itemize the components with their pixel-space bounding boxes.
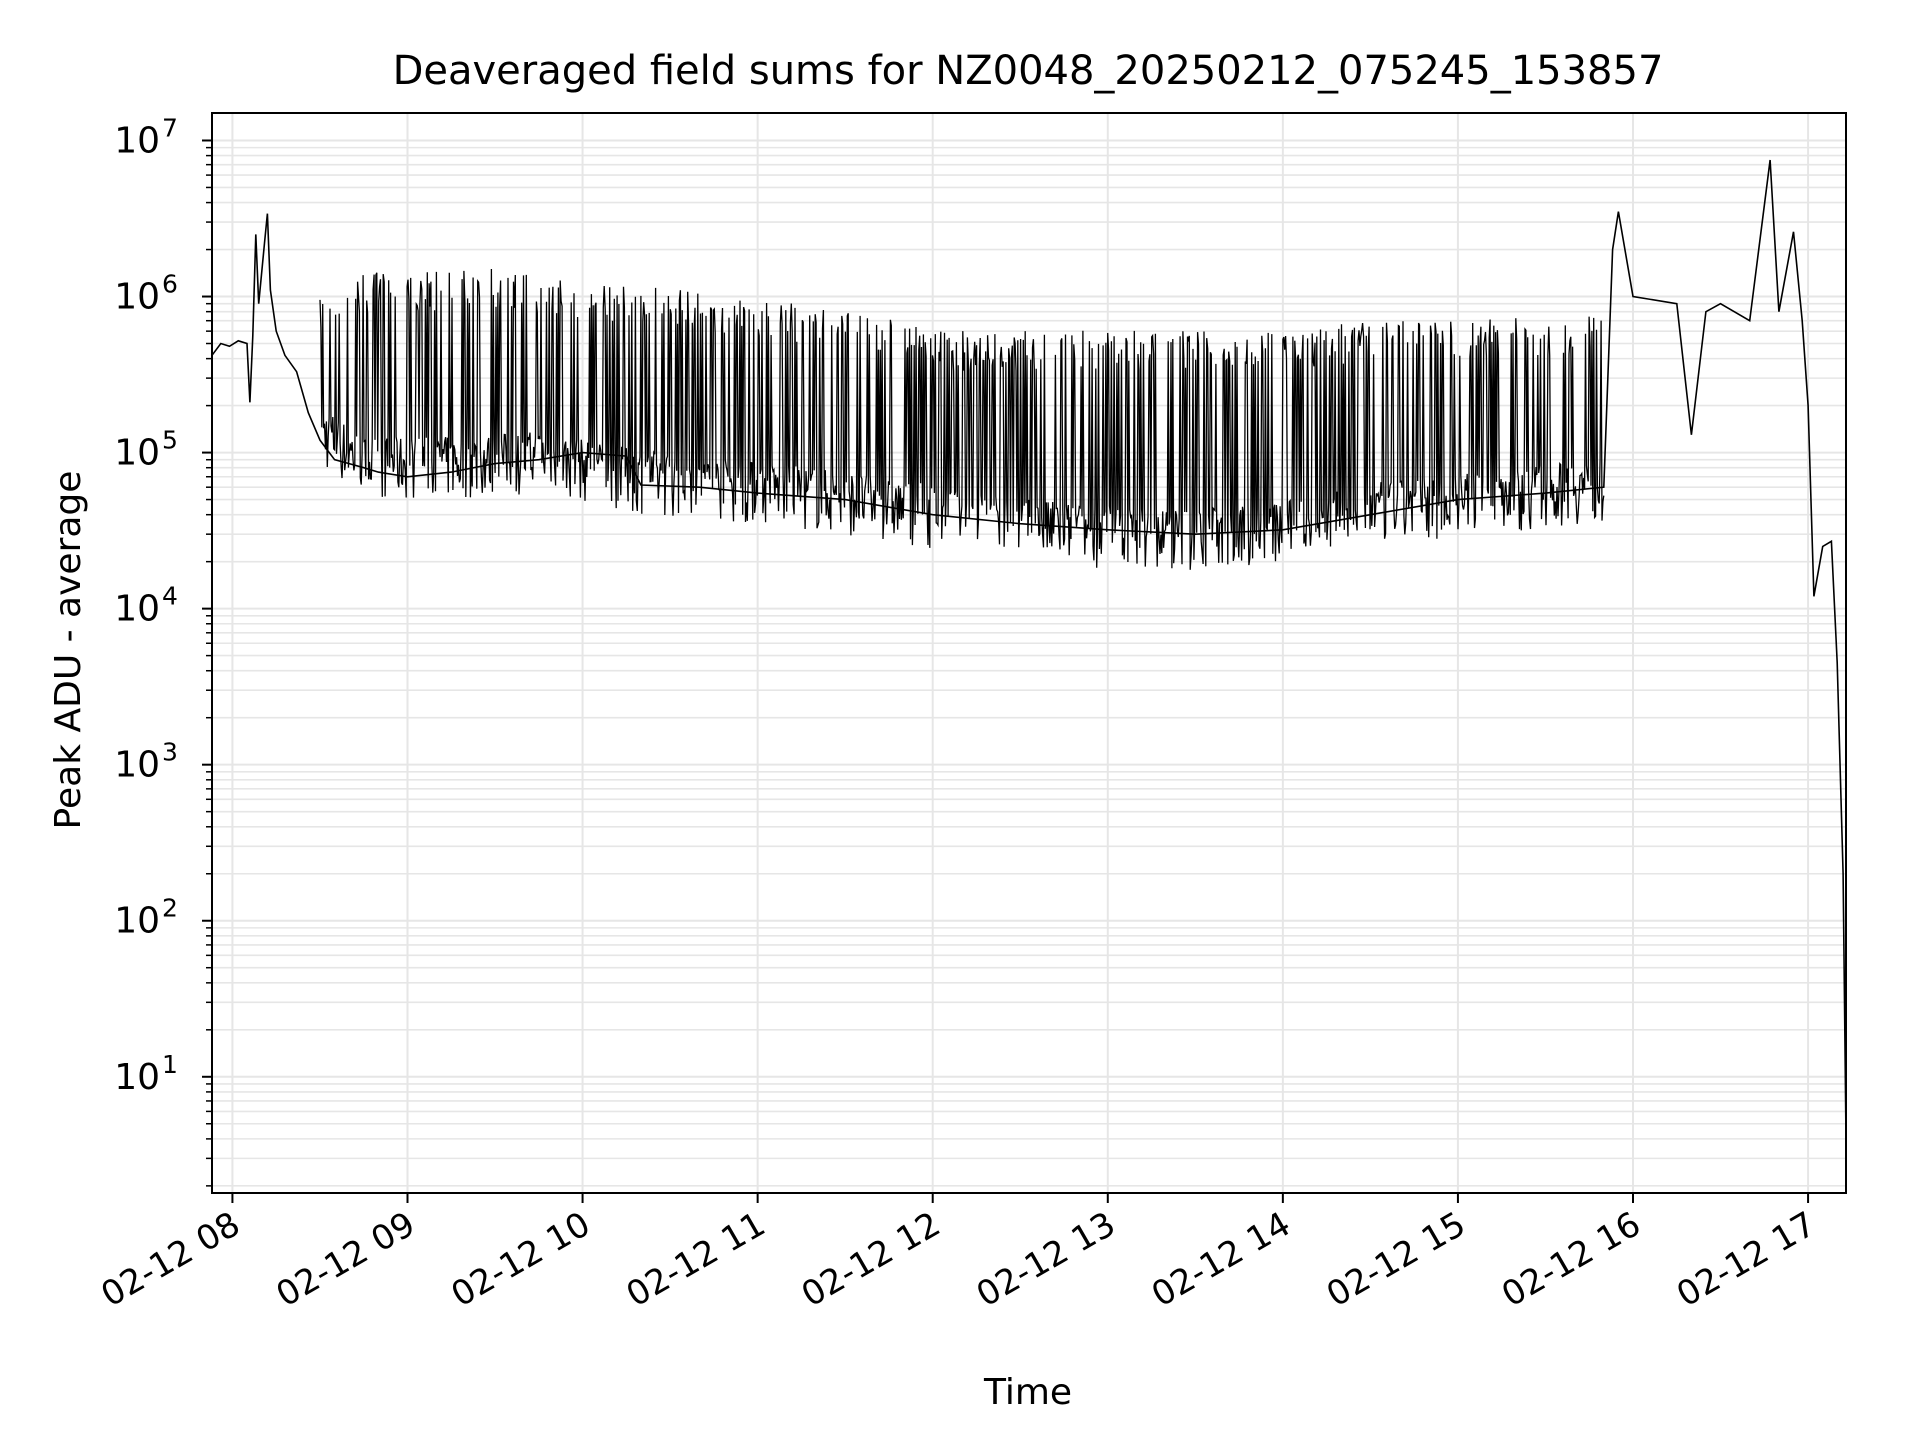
y-tick-exponent: 2 <box>162 894 178 923</box>
y-tick-exponent: 4 <box>162 582 178 611</box>
y-axis-label: Peak ADU - average <box>48 471 89 830</box>
y-tick-label: 10 <box>114 901 160 942</box>
y-tick-exponent: 1 <box>162 1050 178 1079</box>
y-tick-exponent: 3 <box>162 738 178 767</box>
y-tick-exponent: 5 <box>162 426 178 455</box>
y-tick-exponent: 6 <box>162 270 178 299</box>
y-tick-label: 10 <box>114 277 160 318</box>
y-tick-label: 10 <box>114 433 160 474</box>
series-line <box>211 159 1847 1139</box>
y-tick-label: 10 <box>114 1057 160 1098</box>
series-layer <box>211 159 1847 1139</box>
series-noise-line <box>319 268 1605 570</box>
y-tick-exponent: 7 <box>162 113 178 142</box>
grid <box>212 113 1846 1193</box>
y-tick-label: 10 <box>114 589 160 630</box>
chart-title: Deaveraged field sums for NZ0048_2025021… <box>393 48 1664 94</box>
y-tick-label: 10 <box>114 745 160 786</box>
plot-frame <box>211 112 1847 1194</box>
y-tick-label: 10 <box>114 120 160 161</box>
x-axis-label: Time <box>983 1372 1072 1413</box>
